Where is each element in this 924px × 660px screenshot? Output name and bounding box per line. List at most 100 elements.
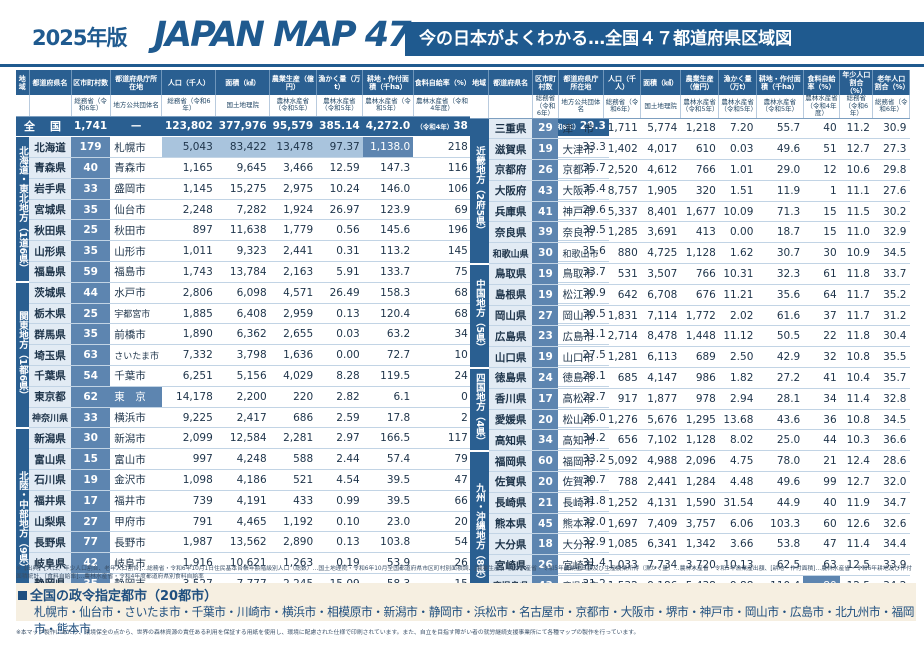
- cell: 120.4: [362, 303, 414, 325]
- table-row: 佐賀県 20 佐賀市 788 2,441 1,284 4.48 49.6 99 12.7 32.0: [470, 471, 910, 493]
- capital-city: 新潟市: [110, 427, 162, 450]
- column-header: 地域: [470, 70, 490, 95]
- cell: 3.66: [718, 533, 757, 556]
- cell: 689: [680, 346, 719, 369]
- total-agriculture: 95,579: [269, 116, 317, 138]
- municipality-count: 62: [71, 386, 111, 408]
- capital-city: 前橋市: [110, 323, 162, 346]
- cell: 2,655: [269, 323, 317, 346]
- designated-cities-title: 全国の政令指定都市（20都市）: [18, 585, 217, 604]
- designated-cities-list: 札幌市・仙台市・さいたま市・千葉市・川崎市・横浜市・相模原市・新潟市・静岡市・浜…: [34, 605, 915, 636]
- prefecture-name: 福島県: [29, 261, 72, 283]
- cell: 2,975: [269, 178, 317, 200]
- cell: 8,757: [603, 180, 641, 202]
- prefecture-name: 大分県: [488, 533, 533, 556]
- cell: 11.8: [839, 325, 873, 348]
- cell: 5,043: [161, 136, 216, 159]
- column-header: 漁かく量（万t）: [316, 70, 364, 95]
- column-header: 人口（千人）: [161, 70, 217, 95]
- municipality-count: 26: [532, 554, 559, 577]
- column-header: 漁かく量（万t）: [718, 70, 757, 95]
- cell: 1,987: [161, 531, 216, 554]
- capital-city: 広島市: [558, 325, 604, 348]
- cell: 83,422: [215, 136, 270, 159]
- cell: 1,885: [161, 303, 216, 325]
- cell: 8,401: [640, 201, 681, 223]
- prefecture-name: 長野県: [29, 531, 72, 554]
- cell: 30.9: [872, 118, 910, 140]
- municipality-count: 17: [71, 490, 111, 512]
- cell: 116: [413, 157, 471, 179]
- cell: 1,295: [680, 409, 719, 431]
- cell: 60: [803, 513, 840, 535]
- cell: 1,263: [269, 552, 317, 575]
- cell: 53.9: [362, 552, 414, 575]
- municipality-count: 23: [532, 325, 559, 348]
- cell: 739: [161, 490, 216, 512]
- municipality-count: 19: [532, 263, 559, 285]
- total-farmland: 4,272.0: [362, 116, 414, 138]
- column-header: 食料自給率（%）: [803, 70, 841, 95]
- cell: 11.7: [839, 284, 873, 306]
- column-header: 区市町村数: [532, 70, 559, 95]
- prefecture-name: 山形県: [29, 240, 72, 263]
- prefecture-name: 宮崎県: [488, 554, 533, 577]
- cell: 0.03: [316, 323, 363, 346]
- cell: 1,284: [680, 471, 719, 493]
- cell: 9,645: [215, 157, 270, 179]
- prefecture-name: 秋田県: [29, 219, 72, 242]
- cell: 5,092: [603, 450, 641, 473]
- cell: 10.9: [839, 242, 873, 265]
- cell: 8.28: [316, 365, 363, 387]
- table-row: 奈良県 39 奈良市 1,285 3,691 413 0.00 18.7 15 11.0 32.9: [470, 221, 910, 244]
- capital-city: 大津市: [558, 138, 604, 161]
- cell: 35.6: [756, 284, 804, 306]
- table-row: 四国地方（4県） 徳島県 24 徳島市 685 4,147 986 1.82 27.2 41 10.…: [470, 367, 910, 452]
- region-label: 北陸・中部地方（9県）: [16, 427, 29, 617]
- cell: 47: [803, 533, 840, 556]
- cell: 43.6: [756, 409, 804, 431]
- capital-city: 山形市: [110, 240, 162, 263]
- municipality-count: 39: [532, 221, 559, 244]
- cell: 610: [680, 138, 719, 161]
- cell: 44.9: [756, 492, 804, 514]
- prefecture-name: 宮城県: [29, 199, 72, 221]
- cell: 10: [413, 344, 471, 367]
- designated-cities-panel: [16, 583, 916, 621]
- column-source: 総務省（令和6年）: [71, 95, 111, 117]
- cell: 1,448: [680, 325, 719, 348]
- cell: 10.4: [839, 367, 873, 389]
- table-row: 関東地方（1都6県） 茨城県 44 水戸市 2,806 6,098 4,571 26.49 15…: [16, 282, 609, 429]
- cell: 158.3: [362, 282, 414, 304]
- municipality-count: 29: [532, 118, 559, 140]
- cell: 117: [413, 427, 471, 450]
- capital-city: 秋田市: [110, 219, 162, 242]
- prefecture-name: 福岡県: [488, 450, 533, 473]
- cell: 2.02: [718, 305, 757, 327]
- prefecture-name: 富山県: [29, 448, 72, 471]
- cell: 6,362: [215, 323, 270, 346]
- cell: 9,225: [161, 407, 216, 429]
- table-row: 中国地方（5県） 鳥取県 19 鳥取市 531 3,507 766 10.31 32.3 61 11…: [470, 263, 910, 369]
- cell: 11.1: [839, 180, 873, 202]
- column-header: 人口（千人）: [603, 70, 642, 95]
- cell: 1,890: [161, 323, 216, 346]
- cell: 1,252: [603, 492, 641, 514]
- cell: 2,714: [603, 325, 641, 348]
- cell: 36: [803, 409, 840, 431]
- cell: 2,099: [161, 427, 216, 450]
- column-header: 年少人口割合（%）: [839, 70, 874, 95]
- municipality-count: 34: [532, 429, 559, 452]
- cell: 2,417: [215, 407, 270, 429]
- table-row: 愛媛県 20 松山市 1,276 5,676 1,295 13.68 43.6 36 10.8 34…: [470, 409, 910, 431]
- column-header: 農業生産（億円）: [269, 70, 317, 95]
- capital-city: 金沢市: [110, 469, 162, 491]
- municipality-count: 17: [532, 388, 559, 410]
- cell: 788: [603, 471, 641, 493]
- column-source: 農林水産省（令和5年）: [362, 95, 414, 117]
- cell: 24: [413, 365, 471, 387]
- column-source: 総務省（令和6年）: [839, 94, 874, 119]
- cell: 34.5: [872, 242, 910, 265]
- cell: 7,114: [640, 305, 681, 327]
- prefecture-name: 島根県: [488, 284, 533, 306]
